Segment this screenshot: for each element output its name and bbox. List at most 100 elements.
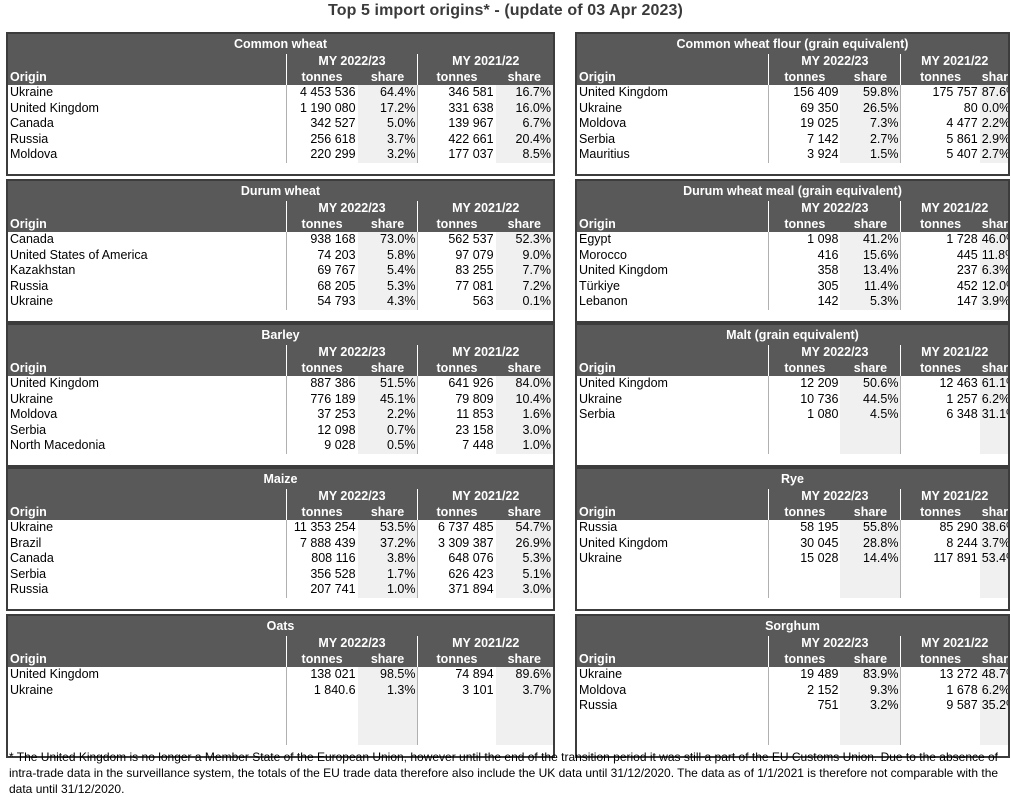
tonnes-previous-cell: 346 581: [417, 85, 496, 101]
share-previous-cell: 3.0%: [495, 422, 553, 438]
data-table: MY 2022/23 MY 2021/22 Origin tonnes share ton…: [8, 54, 553, 163]
header-my-previous: MY 2021/22: [417, 54, 553, 70]
share-previous-cell: [495, 729, 553, 745]
tonnes-current-cell: [285, 729, 358, 745]
origin-cell: Ukraine: [10, 391, 54, 406]
tonnes-current-cell: 58 195: [768, 520, 841, 536]
tonnes-current-cell: 3 924: [768, 147, 841, 163]
share-previous-cell: 38.6%: [979, 520, 1008, 536]
header-blank: [577, 489, 769, 505]
header-origin: Origin: [577, 504, 769, 520]
header-tonnes: tonnes: [768, 651, 841, 667]
tonnes-current-cell: 69 767: [285, 263, 358, 279]
share-current-cell: 2.7%: [840, 131, 901, 147]
tonnes-current-cell: 138 021: [285, 667, 358, 683]
tonnes-previous-cell: 80: [900, 100, 980, 116]
share-current-cell: 0.5%: [357, 438, 418, 454]
header-tonnes: tonnes: [768, 504, 841, 520]
header-tonnes: tonnes: [285, 360, 358, 376]
table-row: United Kingdom 1 190 080 17.2% 331 638 16.0%: [8, 100, 553, 116]
share-previous-cell: 5.3%: [495, 551, 553, 567]
data-table: MY 2022/23 MY 2021/22 Origin tonnes share ton…: [8, 636, 553, 745]
share-previous-cell: 3.7%: [495, 682, 553, 698]
share-previous-cell: [979, 422, 1008, 438]
header-origin: Origin: [8, 360, 287, 376]
origin-cell: [8, 729, 286, 745]
tonnes-previous-cell: [900, 729, 980, 745]
header-my-previous: MY 2021/22: [417, 636, 553, 652]
share-previous-cell: 35.2%: [979, 698, 1008, 714]
tonnes-previous-cell: 452: [900, 278, 980, 294]
footnote: * The United Kingdom is no longer a Memb…: [9, 750, 999, 796]
share-previous-cell: 7.2%: [495, 278, 553, 294]
tonnes-current-cell: [768, 438, 841, 454]
tonnes-current-cell: [768, 422, 841, 438]
share-current-cell: 15.6%: [840, 247, 901, 263]
share-current-cell: [840, 566, 901, 582]
share-previous-cell: 11.8%: [979, 247, 1008, 263]
header-share: share: [979, 216, 1008, 232]
share-current-cell: 44.5%: [840, 391, 901, 407]
tonnes-previous-cell: [900, 582, 980, 598]
origin-cell: Moldova: [579, 682, 627, 697]
share-current-cell: 5.4%: [357, 263, 418, 279]
header-origin: Origin: [577, 360, 769, 376]
tonnes-current-cell: 751: [768, 698, 841, 714]
tonnes-current-cell: 54 793: [285, 294, 358, 310]
share-current-cell: 26.5%: [840, 100, 901, 116]
table-row: United Kingdom 358 13.4% 237 6.3%: [577, 263, 1008, 279]
share-previous-cell: 54.7%: [495, 520, 553, 536]
tonnes-previous-cell: 12 463: [900, 376, 980, 392]
header-origin: Origin: [577, 69, 769, 85]
header-my-current: MY 2022/23: [285, 201, 418, 217]
tonnes-current-cell: 15 028: [768, 551, 841, 567]
origin-cell: Egypt: [579, 232, 611, 246]
header-origin: Origin: [8, 651, 287, 667]
origin-cell: Russia: [10, 278, 49, 293]
table-row: United States of America 74 203 5.8% 97 079…: [8, 247, 553, 263]
tonnes-previous-cell: 11 853: [417, 407, 496, 423]
tonnes-previous-cell: 641 926: [417, 376, 496, 392]
origin-cell: Moldova: [10, 407, 58, 421]
share-current-cell: [840, 422, 901, 438]
tonnes-current-cell: 342 527: [285, 116, 358, 132]
origin-cell: United Kingdom: [579, 376, 668, 390]
header-origin: Origin: [8, 69, 287, 85]
data-table: MY 2022/23 MY 2021/22 Origin tonnes share ton…: [577, 489, 1008, 598]
table-row: [577, 438, 1008, 454]
tonnes-current-cell: [285, 698, 358, 714]
share-previous-cell: 2.7%: [979, 147, 1008, 163]
origin-cell: Serbia: [579, 131, 616, 146]
header-my-previous: MY 2021/22: [417, 489, 553, 505]
tonnes-previous-cell: 563: [417, 294, 496, 310]
table-row: Canada 808 116 3.8% 648 076 5.3%: [8, 551, 553, 567]
tonnes-current-cell: 11 353 254: [285, 520, 358, 536]
data-table: MY 2022/23 MY 2021/22 Origin tonnes share ton…: [577, 54, 1008, 163]
share-current-cell: 98.5%: [357, 667, 418, 683]
tonnes-previous-cell: 74 894: [417, 667, 496, 683]
header-share: share: [357, 216, 418, 232]
table-row: [8, 713, 553, 729]
tonnes-current-cell: 1 840.6: [285, 682, 358, 698]
origin-cell: Canada: [10, 116, 54, 130]
header-tonnes: tonnes: [900, 504, 980, 520]
share-previous-cell: 52.3%: [495, 232, 553, 248]
header-my-current: MY 2022/23: [285, 489, 418, 505]
header-my-current: MY 2022/23: [285, 636, 418, 652]
origin-cell: Ukraine: [10, 682, 54, 697]
header-blank: [8, 345, 287, 361]
origin-cell: Serbia: [10, 422, 47, 437]
origin-cell: Lebanon: [579, 294, 628, 308]
origin-cell: Serbia: [579, 407, 616, 421]
header-share: share: [840, 651, 901, 667]
origin-cell: United Kingdom: [10, 667, 99, 681]
table-row: Canada 938 168 73.0% 562 537 52.3%: [8, 232, 553, 248]
share-previous-cell: [979, 438, 1008, 454]
share-previous-cell: 12.0%: [979, 278, 1008, 294]
share-current-cell: 9.3%: [840, 682, 901, 698]
share-previous-cell: 89.6%: [495, 667, 553, 683]
panel-title: Sorghum: [577, 616, 1008, 636]
